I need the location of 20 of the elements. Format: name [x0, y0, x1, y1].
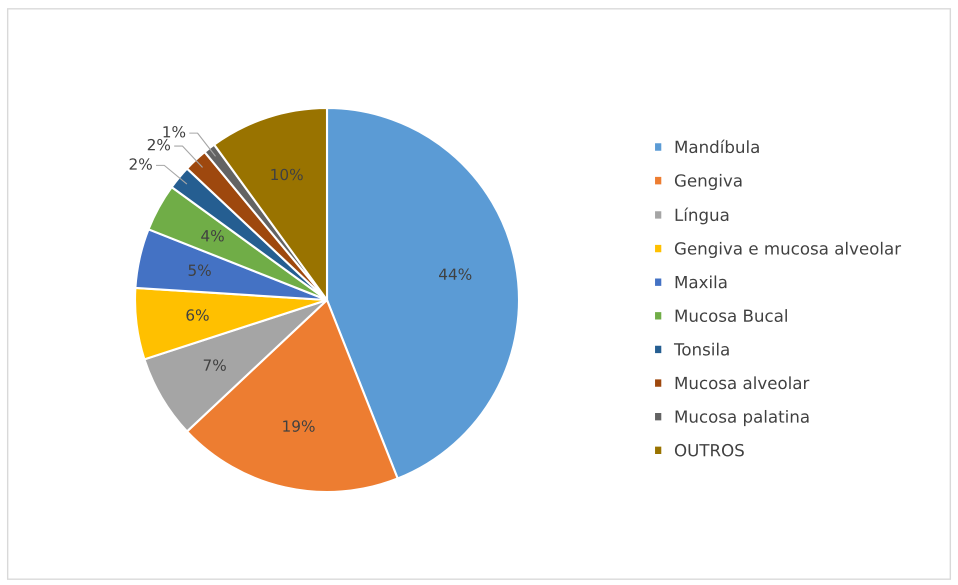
data-label: 2% — [148, 138, 170, 150]
data-label: 4% — [201, 230, 224, 242]
data-label: 1% — [163, 126, 186, 138]
legend-label: Gengiva — [674, 174, 742, 190]
data-label: 10% — [271, 168, 303, 180]
legend-label: Mucosa palatina — [676, 410, 809, 426]
data-label: 44% — [439, 268, 472, 280]
data-label: 19% — [283, 420, 315, 432]
legend-label: Mandíbula — [676, 140, 759, 154]
legend-label: Tonsila — [674, 342, 729, 356]
data-label: 6% — [186, 309, 209, 321]
data-label: 2% — [130, 158, 152, 170]
legend-label: Língua — [676, 208, 728, 224]
data-label: 7% — [204, 359, 226, 371]
data-label: 5% — [188, 264, 211, 276]
legend-label: Gengiva e mucosa alveolar — [674, 242, 902, 258]
legend-label: Mucosa Bucal — [676, 309, 787, 322]
legend-label: Maxila — [676, 275, 726, 288]
legend-label: Mucosa alveolar — [676, 376, 810, 390]
legend-label: OUTROS — [674, 444, 744, 457]
